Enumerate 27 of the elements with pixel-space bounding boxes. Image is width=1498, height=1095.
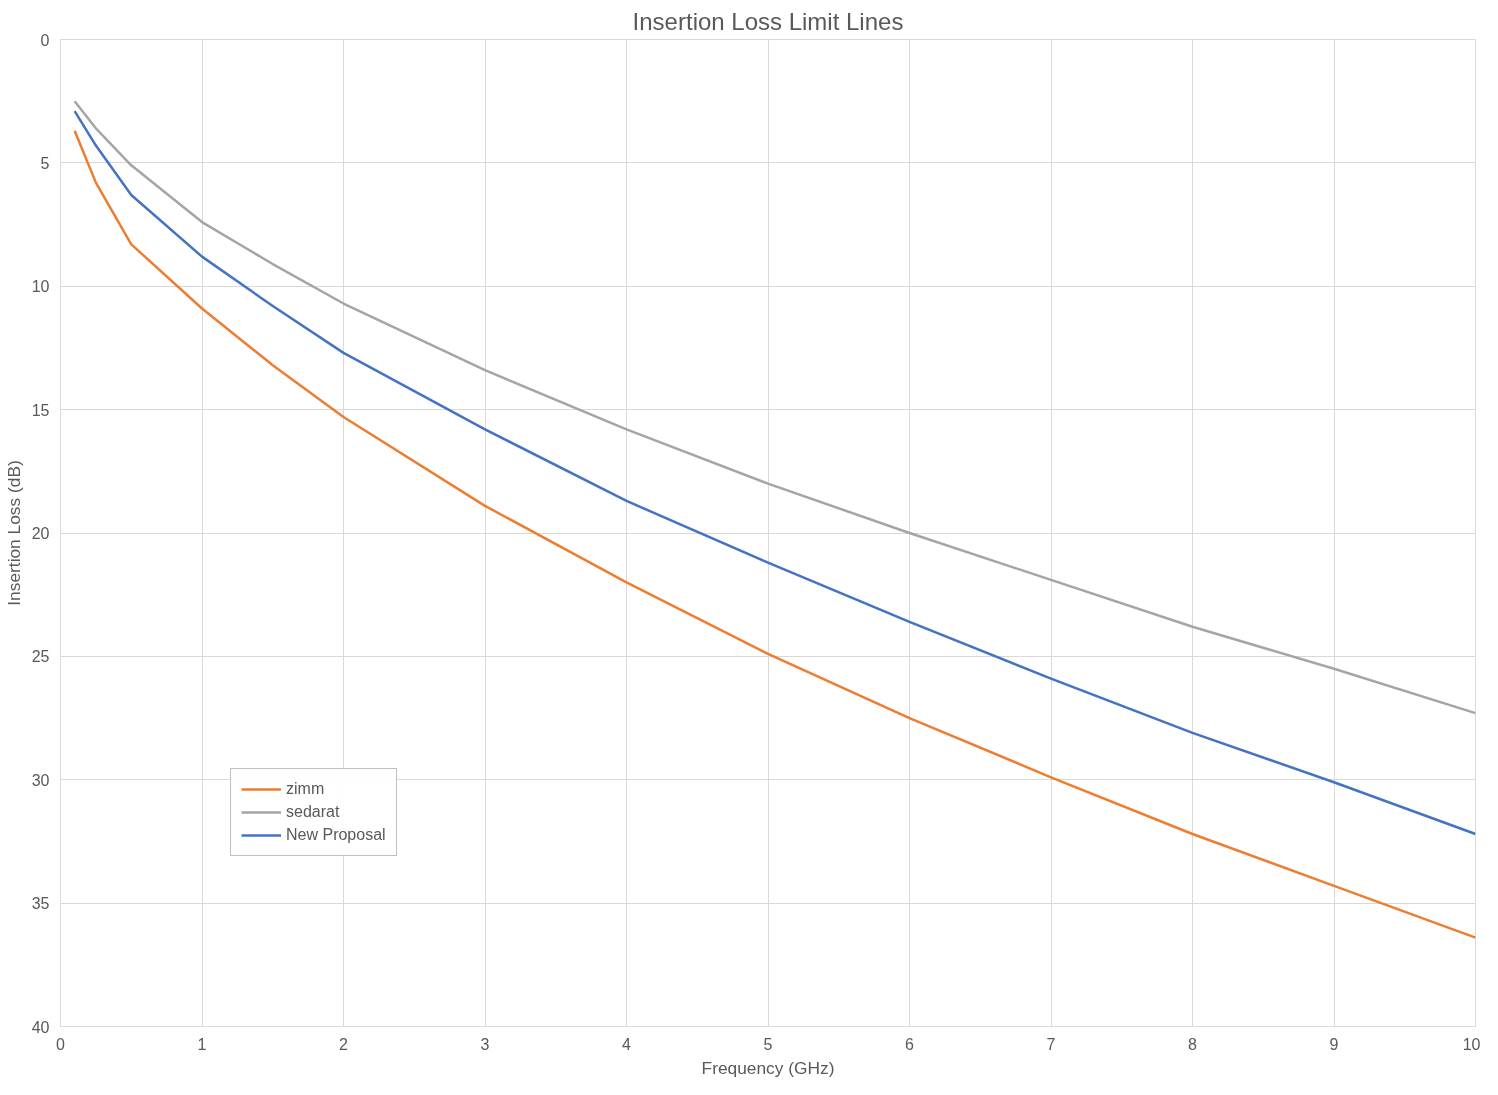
x-tick-label: 10: [1462, 1035, 1481, 1053]
x-axis-title: Frequency (GHz): [701, 1057, 835, 1078]
y-tick-label: 10: [31, 278, 50, 296]
y-tick-label: 15: [31, 401, 50, 419]
line-series: [73, 99, 1476, 715]
x-tick-label: 3: [480, 1035, 490, 1053]
x-tick-label: 9: [1329, 1035, 1339, 1053]
legend-label: New Proposal: [286, 826, 386, 844]
y-tick-label: 5: [40, 154, 50, 172]
legend-label: zimm: [286, 780, 325, 798]
chart-title: Insertion Loss Limit Lines: [632, 7, 904, 35]
y-tick-label: 25: [31, 648, 50, 666]
y-tick-label: 40: [31, 1018, 50, 1036]
x-tick-label: 8: [1188, 1035, 1198, 1053]
y-tick-label: 30: [31, 771, 50, 789]
x-tick-label: 7: [1046, 1035, 1056, 1053]
legend-label: sedarat: [286, 803, 340, 821]
y-tick-label: 0: [40, 31, 50, 49]
x-tick-label: 5: [763, 1035, 773, 1053]
x-tick-label: 4: [622, 1035, 632, 1053]
x-tick-label: 0: [56, 1035, 66, 1053]
x-tick-label: 6: [905, 1035, 915, 1053]
y-axis-title: Insertion Loss (dB): [3, 460, 24, 606]
x-tick-label: 2: [339, 1035, 349, 1053]
x-tick-label: 1: [197, 1035, 207, 1053]
y-tick-label: 35: [31, 895, 50, 913]
y-tick-label: 20: [31, 525, 50, 542]
